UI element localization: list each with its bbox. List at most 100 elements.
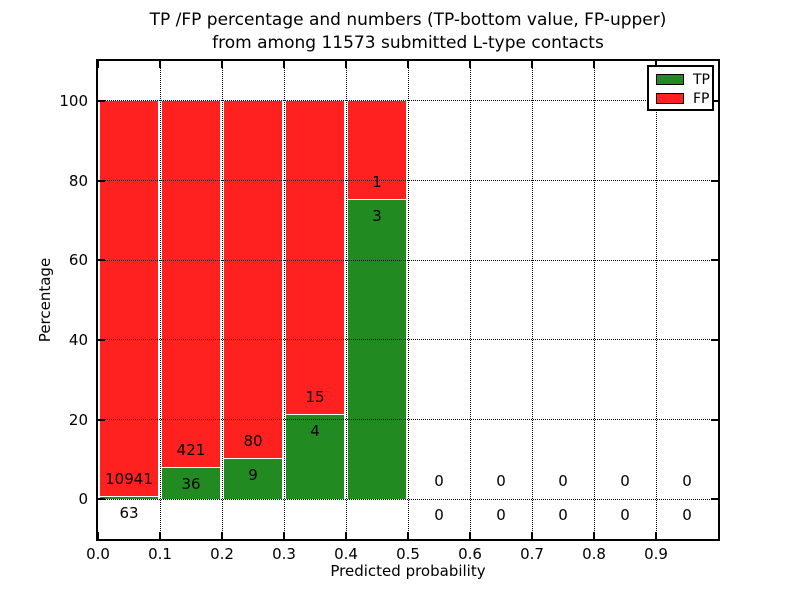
gridline-x xyxy=(221,61,223,539)
bar-tp-segment xyxy=(348,200,406,500)
bar-tp-segment xyxy=(162,467,220,500)
legend-tp-label: TP xyxy=(693,71,710,88)
gridline-x xyxy=(469,61,471,539)
gridline-y xyxy=(98,419,718,420)
x-tick-label: 0.8 xyxy=(582,545,606,563)
tp-count-label: 9 xyxy=(248,465,258,484)
y-axis-label: Percentage xyxy=(36,257,54,343)
fp-count-label: 1 xyxy=(372,173,382,192)
x-tick-mark xyxy=(531,532,533,539)
tp-count-label: 63 xyxy=(119,503,139,522)
x-tick-mark-top xyxy=(407,61,409,68)
x-tick-mark xyxy=(283,532,285,539)
tp-count-label: 36 xyxy=(181,474,201,493)
fp-count-label: 10941 xyxy=(105,469,153,488)
gridline-x xyxy=(407,61,409,539)
x-tick-label: 0.2 xyxy=(210,545,234,563)
fp-count-label: 0 xyxy=(620,472,630,491)
fp-count-label: 15 xyxy=(305,388,325,407)
bar-tp-segment xyxy=(224,458,282,500)
tp-count-label: 4 xyxy=(310,422,320,441)
plot-area: TP FP 10941 63 421 36 80 9 15 4 1 3 0 0 0 0 0 0 0 0 0 0 xyxy=(96,59,720,541)
fp-count-label: 421 xyxy=(176,440,206,459)
gridline-y xyxy=(98,100,718,102)
fp-count-label: 0 xyxy=(682,472,692,491)
y-tick-label: 100 xyxy=(59,91,88,110)
x-tick-mark-top xyxy=(655,61,657,68)
bar-tp-segment xyxy=(100,496,158,500)
y-tick-mark xyxy=(98,259,105,262)
legend-fp-label: FP xyxy=(693,90,710,107)
gridline-x xyxy=(159,61,161,539)
x-axis-label: Predicted probability xyxy=(330,562,486,580)
y-tick-mark-right xyxy=(711,99,718,102)
y-tick-label: 40 xyxy=(68,330,88,349)
tp-count-label: 0 xyxy=(620,506,630,525)
x-tick-mark-top xyxy=(159,61,161,68)
x-tick-mark-top xyxy=(593,61,595,68)
x-tick-label: 0.4 xyxy=(334,545,358,563)
fp-count-label: 0 xyxy=(496,472,506,491)
y-tick-mark-right xyxy=(711,418,718,421)
gridline-y xyxy=(98,498,718,500)
chart-title-line2: from among 11573 submitted L-type contac… xyxy=(212,33,604,53)
tp-count-label: 0 xyxy=(682,506,692,525)
x-tick-label: 0.1 xyxy=(148,545,172,563)
gridline-y xyxy=(98,259,718,261)
tp-count-label: 0 xyxy=(434,506,444,525)
x-tick-mark-top xyxy=(221,61,223,68)
legend-entry-tp: TP xyxy=(649,70,712,89)
legend: TP FP xyxy=(647,65,714,111)
x-tick-mark xyxy=(97,532,99,539)
tp-count-label: 0 xyxy=(558,506,568,525)
x-tick-mark-top xyxy=(283,61,285,68)
x-tick-mark xyxy=(345,532,347,539)
fp-count-label: 0 xyxy=(434,472,444,491)
x-tick-mark-top xyxy=(97,61,99,68)
y-tick-mark xyxy=(98,338,105,341)
bar-fp-segment xyxy=(162,100,220,468)
chart-title: TP /FP percentage and numbers (TP-bottom… xyxy=(96,9,720,55)
y-tick-label: 0 xyxy=(78,490,88,509)
tp-count-label: 3 xyxy=(372,207,382,226)
y-tick-mark-right xyxy=(711,498,718,501)
y-tick-mark xyxy=(98,99,105,102)
gridline-x xyxy=(655,61,657,539)
x-tick-label: 0.7 xyxy=(520,545,544,563)
y-tick-label: 60 xyxy=(68,251,88,270)
tp-count-label: 0 xyxy=(496,506,506,525)
x-tick-mark xyxy=(159,532,161,539)
x-tick-label: 0.3 xyxy=(272,545,296,563)
y-tick-mark xyxy=(98,418,105,421)
x-tick-mark-top xyxy=(469,61,471,68)
y-tick-mark xyxy=(98,179,105,182)
legend-entry-fp: FP xyxy=(649,89,712,108)
x-tick-mark-top xyxy=(531,61,533,68)
x-tick-mark xyxy=(221,532,223,539)
bar-tp-segment xyxy=(286,415,344,500)
y-tick-mark-right xyxy=(711,179,718,182)
y-tick-label: 20 xyxy=(68,410,88,429)
gridline-x xyxy=(593,61,595,539)
x-tick-mark xyxy=(655,532,657,539)
x-tick-label: 0.0 xyxy=(86,545,110,563)
x-tick-mark xyxy=(593,532,595,539)
y-tick-mark-right xyxy=(711,338,718,341)
gridline-x xyxy=(345,61,347,539)
y-tick-mark xyxy=(98,498,105,501)
fp-count-label: 80 xyxy=(243,431,263,450)
x-tick-mark xyxy=(469,532,471,539)
fp-count-label: 0 xyxy=(558,472,568,491)
x-tick-mark-top xyxy=(345,61,347,68)
gridline-x xyxy=(531,61,533,539)
y-tick-label: 80 xyxy=(68,171,88,190)
y-tick-mark-right xyxy=(711,259,718,262)
legend-tp-swatch xyxy=(656,74,684,85)
legend-fp-swatch xyxy=(656,93,684,104)
x-tick-label: 0.5 xyxy=(396,545,420,563)
gridline-x xyxy=(283,61,285,539)
x-tick-label: 0.6 xyxy=(458,545,482,563)
bar-fp-segment xyxy=(100,100,158,497)
bar-fp-segment xyxy=(348,100,406,201)
